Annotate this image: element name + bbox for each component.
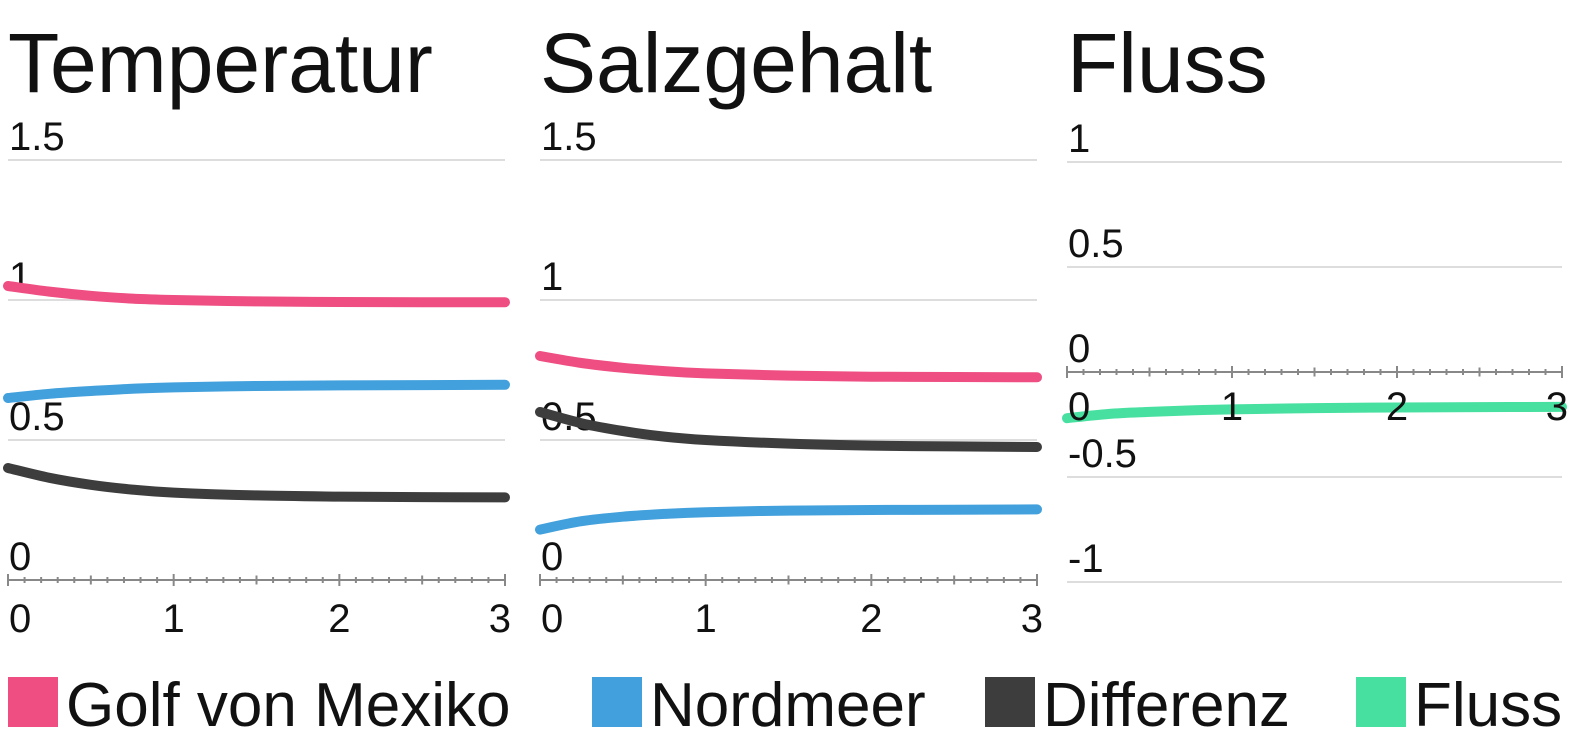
y-tick-label: 0 [541, 535, 563, 579]
x-tick-label: 2 [860, 597, 882, 641]
legend-item-fluss: Fluss [1356, 671, 1562, 740]
series-line-differenz [3, 463, 510, 503]
x-tick-label: 2 [328, 597, 350, 641]
y-tick-label: 0.5 [9, 395, 65, 439]
y-tick-label: 0 [9, 535, 31, 579]
y-tick-label: 1 [1068, 117, 1090, 161]
y-tick-label: 1 [541, 255, 563, 299]
series-line-nordmeer [3, 379, 510, 403]
panel-title: Temperatur [8, 16, 433, 110]
legend-label: Nordmeer [650, 671, 926, 740]
x-tick-label: 3 [1546, 385, 1568, 429]
legend-swatch [592, 677, 642, 727]
series-line-differenz [535, 407, 1042, 452]
series-line-golf-von-mexiko [3, 281, 510, 308]
x-tick-label: 3 [1021, 597, 1043, 641]
x-tick-label: 1 [695, 597, 717, 641]
legend-item-nordmeer: Nordmeer [592, 671, 926, 740]
panel-title: Salzgehalt [540, 16, 932, 110]
x-tick-label: 3 [489, 597, 511, 641]
x-tick-label: 1 [163, 597, 185, 641]
legend-swatch [8, 677, 58, 727]
series-line-fluss [1062, 401, 1567, 424]
legend-item-golf-von-mexiko: Golf von Mexiko [8, 671, 511, 740]
chart-panels: Temperatur 0 0.5 1 1.5 0 1 2 3 Salzgehalt 0 0.5 1 1.5… [3, 16, 1568, 641]
panel-fluss: Fluss-1-0.500.510 1 2 3 [1062, 16, 1568, 583]
legend-swatch [1356, 677, 1406, 727]
x-tick-label: 2 [1386, 385, 1408, 429]
y-tick-label: -1 [1068, 537, 1104, 581]
legend-label: Differenz [1043, 671, 1290, 740]
y-tick-label: 1.5 [541, 115, 597, 159]
legend-swatch [985, 677, 1035, 727]
legend: Golf von Mexiko Nordmeer Differenz Fluss [8, 671, 1562, 740]
x-tick-label: 0 [541, 597, 563, 641]
legend-label: Golf von Mexiko [66, 671, 511, 740]
x-tick-label: 1 [1221, 385, 1243, 429]
x-tick-label: 0 [1068, 385, 1090, 429]
y-tick-label: 1.5 [9, 115, 65, 159]
y-tick-label: 0 [1068, 327, 1090, 371]
y-tick-label: 0.5 [1068, 222, 1124, 266]
panel-title: Fluss [1067, 16, 1268, 110]
legend-item-differenz: Differenz [985, 671, 1290, 740]
x-tick-label: 0 [9, 597, 31, 641]
legend-label: Fluss [1414, 671, 1562, 740]
y-tick-label: -0.5 [1068, 432, 1137, 476]
series-line-nordmeer [535, 504, 1042, 535]
series-line-golf-von-mexiko [535, 351, 1042, 383]
